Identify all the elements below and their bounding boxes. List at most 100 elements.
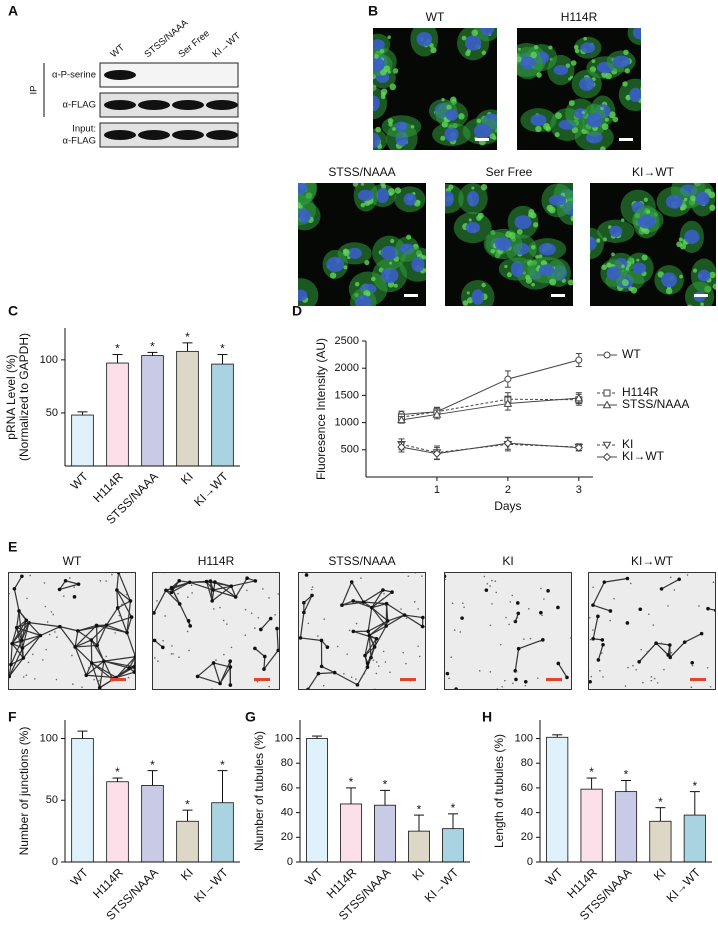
row-label: α-P-serine [52,70,96,81]
nucleus [510,261,524,277]
scale-bar [404,294,418,297]
tubule [189,580,207,583]
node [14,625,19,630]
speckle [477,212,484,219]
y-axis-label: pRNA Level (%) [4,354,18,439]
debris [25,674,28,676]
nucleus [373,56,385,73]
debris [491,579,493,582]
debris [673,581,676,583]
bar [408,830,430,863]
debris [348,629,351,632]
tubule [103,656,136,662]
tubule [106,616,132,626]
node [332,670,337,675]
speckle [611,252,615,257]
speckle [579,204,583,208]
debris [44,605,47,608]
debris [495,591,498,594]
speckle [383,65,391,73]
tubule [604,577,628,583]
speckle [466,291,470,295]
tubule [11,627,18,644]
speckle [476,118,482,124]
nucleus [373,95,380,112]
node [63,578,68,583]
tubule [8,664,12,677]
tubule [518,639,544,650]
node [588,679,592,684]
x-tick-label: WT [302,865,326,889]
marker [574,393,584,402]
bar [614,791,638,863]
tubule [28,622,60,628]
debris [491,603,493,605]
debris [190,584,193,587]
node [38,633,43,638]
y-tick-label: 100 [40,732,58,744]
node [666,653,670,657]
node [262,654,267,659]
speckle [343,249,350,257]
panel-label: F [8,709,17,725]
debris [627,666,629,669]
speckle [679,274,683,279]
speckle [567,279,573,286]
debris [52,613,55,616]
significance: * [220,758,225,772]
row-label: α-FLAG [63,136,96,147]
debris [609,619,611,622]
y-tick-label: 1500 [335,389,359,401]
y-tick-label: 500 [341,444,359,456]
tube-image [152,572,280,690]
node [12,587,17,591]
node [565,675,569,680]
node [355,683,360,687]
tubule [115,667,130,679]
speckle [285,193,291,199]
node [204,579,209,584]
speckle [504,264,508,269]
blot-band [138,100,170,110]
y-tick-label: 20 [281,831,293,843]
speckle [549,278,557,286]
significance: * [150,340,155,354]
debris [489,585,491,587]
speckle [285,219,288,222]
y-tick-label: 100 [275,732,293,744]
speckle [387,35,391,39]
node [310,593,314,598]
speckle [388,192,393,196]
speckle [370,276,376,282]
tubule [364,638,377,656]
speckle [441,97,445,102]
legend-label: STSS/NAAA [622,397,689,411]
node [325,645,330,649]
debris [494,580,497,582]
node [556,605,560,610]
x-axis-label: Days [494,499,521,513]
marker [575,356,583,364]
node [402,613,407,617]
debris [670,651,673,654]
debris [26,597,28,600]
node [97,685,102,690]
speckle [285,182,290,187]
debris [156,600,158,602]
legend-label: WT [622,347,641,361]
speckle [573,44,579,50]
tube-image [588,572,716,690]
node [302,610,306,615]
node [682,640,687,644]
nucleus [411,256,425,273]
significance: * [185,797,190,811]
node [625,576,630,581]
speckle [630,287,638,294]
debris [27,661,30,664]
debris [311,586,314,588]
node [58,624,62,629]
tubule [235,577,248,598]
scale-bar [551,294,565,297]
debris [602,676,604,678]
tubule [153,590,167,614]
